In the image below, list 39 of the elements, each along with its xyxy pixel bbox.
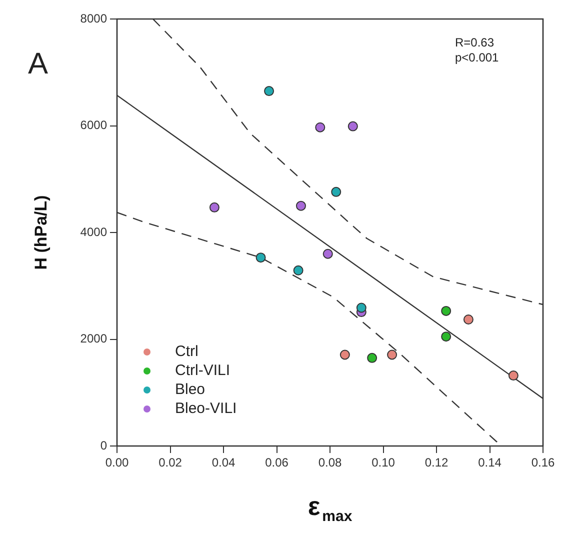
y-tick-label: 0 [100, 438, 108, 452]
point [296, 200, 306, 211]
y-tick-label: 4000 [80, 224, 108, 239]
legend-label: Ctrl-VILI [175, 362, 230, 380]
annotation: R=0.63 [455, 35, 494, 50]
point [256, 252, 266, 263]
text: A [28, 47, 48, 80]
legend-label: Bleo [175, 381, 206, 398]
x-tick-label: 0.12 [424, 456, 448, 470]
point [322, 248, 333, 259]
point [293, 265, 304, 276]
point [367, 352, 378, 363]
point [508, 370, 518, 381]
x-tick-label: 0.06 [265, 456, 289, 470]
point [387, 350, 398, 360]
point [209, 202, 220, 212]
x-tick-label: 0.08 [318, 456, 342, 470]
point [340, 350, 350, 360]
x-tick-label: 0.14 [478, 456, 502, 470]
point [315, 122, 326, 132]
x-tick-label: 0.04 [212, 456, 236, 470]
legend-label: Ctrl [175, 343, 198, 360]
x-tick-label: 0.16 [531, 456, 555, 470]
y-tick-label: 8000 [80, 11, 108, 26]
y-tick-label: 2000 [80, 332, 108, 346]
point [441, 306, 452, 316]
x-tick-label: 0.00 [105, 456, 129, 470]
point [264, 86, 274, 96]
x-tick-label: 0.02 [158, 456, 182, 470]
y-tick-label: 6000 [80, 118, 108, 132]
x-tick-label: 0.10 [372, 456, 396, 470]
legend-label: Bleo-VILI [175, 400, 237, 418]
point [441, 332, 452, 342]
point [348, 121, 358, 132]
point [356, 302, 366, 313]
y-axis-title: H (hPa/L) [32, 195, 51, 270]
point [463, 314, 474, 324]
point [331, 186, 342, 197]
annotation: p<0.001 [455, 50, 500, 64]
